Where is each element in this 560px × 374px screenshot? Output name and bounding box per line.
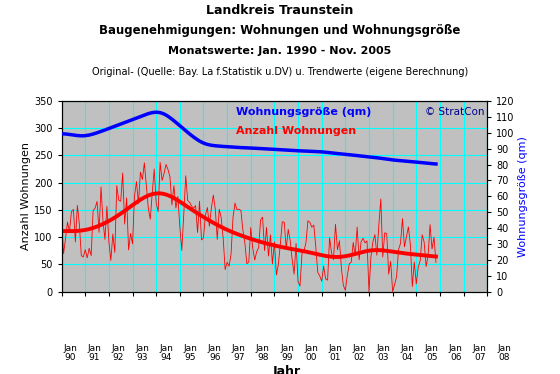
Text: 98: 98: [257, 353, 269, 362]
Text: 94: 94: [161, 353, 172, 362]
Text: Wohnungsgröße (qm): Wohnungsgröße (qm): [236, 107, 371, 117]
Text: 01: 01: [329, 353, 341, 362]
Text: 06: 06: [450, 353, 461, 362]
Text: Jan: Jan: [400, 344, 414, 353]
Text: 08: 08: [498, 353, 510, 362]
Text: 96: 96: [209, 353, 221, 362]
Text: Jan: Jan: [376, 344, 390, 353]
Text: Jan: Jan: [232, 344, 246, 353]
Text: Jan: Jan: [87, 344, 101, 353]
Text: Jan: Jan: [328, 344, 342, 353]
Text: Jahr: Jahr: [273, 365, 301, 374]
Text: 04: 04: [402, 353, 413, 362]
Text: Jan: Jan: [208, 344, 222, 353]
Text: Jan: Jan: [111, 344, 125, 353]
Text: 02: 02: [354, 353, 365, 362]
Text: Landkreis Traunstein: Landkreis Traunstein: [206, 4, 354, 17]
Text: 90: 90: [64, 353, 76, 362]
Y-axis label: Anzahl Wohnungen: Anzahl Wohnungen: [21, 142, 31, 250]
Text: 07: 07: [474, 353, 486, 362]
Text: Jan: Jan: [280, 344, 294, 353]
Text: Original- (Quelle: Bay. La f.Statistik u.DV) u. Trendwerte (eigene Berechnung): Original- (Quelle: Bay. La f.Statistik u…: [92, 67, 468, 77]
Text: Jan: Jan: [497, 344, 511, 353]
Text: 95: 95: [185, 353, 197, 362]
Text: Jan: Jan: [63, 344, 77, 353]
Text: Jan: Jan: [184, 344, 198, 353]
Text: 05: 05: [426, 353, 437, 362]
Text: Jan: Jan: [449, 344, 463, 353]
Text: 99: 99: [281, 353, 293, 362]
Text: Jan: Jan: [256, 344, 270, 353]
Text: Monatswerte: Jan. 1990 - Nov. 2005: Monatswerte: Jan. 1990 - Nov. 2005: [169, 46, 391, 56]
Text: © StratCon: © StratCon: [426, 107, 485, 117]
Text: Jan: Jan: [160, 344, 174, 353]
Text: 03: 03: [377, 353, 389, 362]
Text: Jan: Jan: [424, 344, 438, 353]
Text: 97: 97: [233, 353, 245, 362]
Text: Jan: Jan: [304, 344, 318, 353]
Text: 91: 91: [88, 353, 100, 362]
Text: 92: 92: [113, 353, 124, 362]
Text: Jan: Jan: [136, 344, 150, 353]
Text: Anzahl Wohnungen: Anzahl Wohnungen: [236, 126, 356, 136]
Text: 00: 00: [305, 353, 317, 362]
Text: 93: 93: [137, 353, 148, 362]
Text: Baugenehmigungen: Wohnungen und Wohnungsgröße: Baugenehmigungen: Wohnungen und Wohnungs…: [99, 24, 461, 37]
Y-axis label: Wohnungsgröße (qm): Wohnungsgröße (qm): [517, 136, 528, 257]
Text: Jan: Jan: [473, 344, 487, 353]
Text: Jan: Jan: [352, 344, 366, 353]
